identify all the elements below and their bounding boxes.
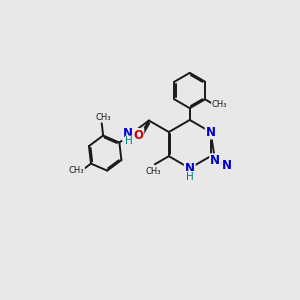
Text: CH₃: CH₃ [146,167,161,176]
Text: H: H [125,136,133,146]
Text: N: N [185,162,195,175]
Text: N: N [222,158,232,172]
Text: CH₃: CH₃ [69,167,84,176]
Text: CH₃: CH₃ [95,113,111,122]
Text: O: O [134,129,143,142]
Text: CH₃: CH₃ [212,100,227,109]
Text: N: N [206,125,216,139]
Text: H: H [187,172,194,182]
Text: N: N [210,154,220,167]
Text: N: N [123,127,133,140]
